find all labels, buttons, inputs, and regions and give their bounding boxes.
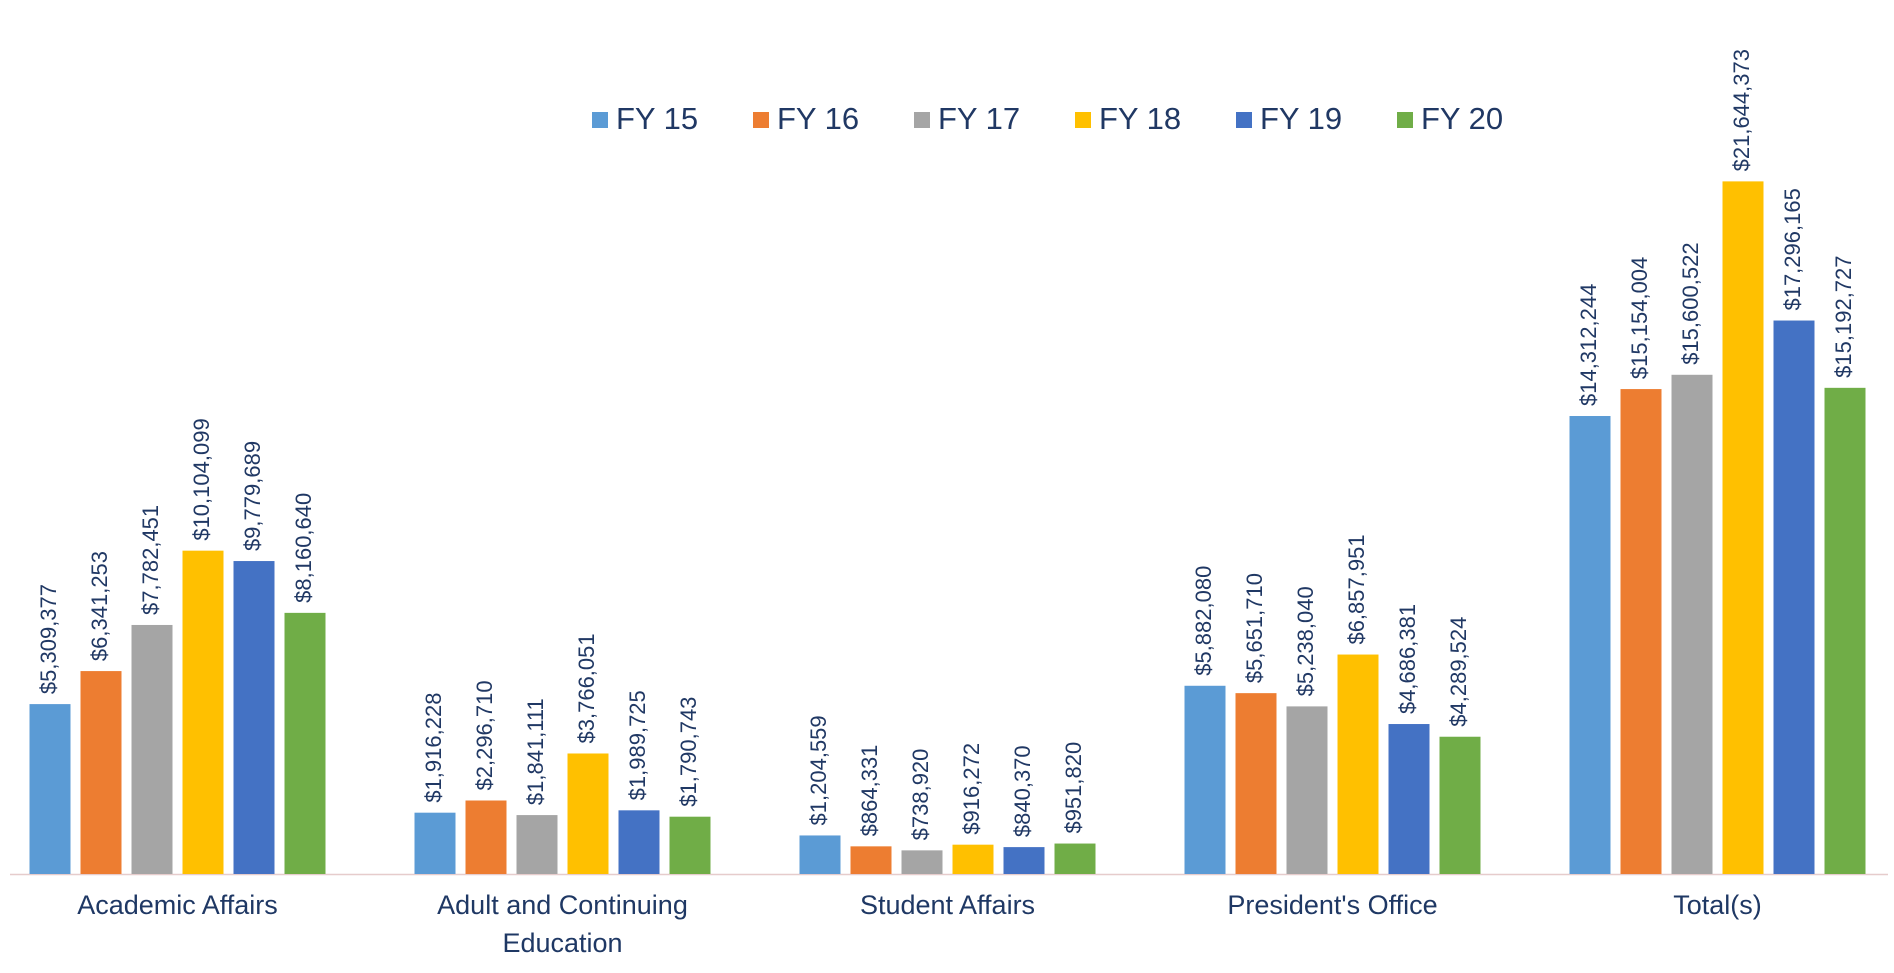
data-label: $1,841,111 xyxy=(523,698,548,805)
bar xyxy=(901,850,943,874)
bar xyxy=(1722,181,1764,874)
legend-label: FY 20 xyxy=(1421,101,1503,136)
data-label: $1,204,559 xyxy=(806,715,831,825)
bar xyxy=(618,810,660,874)
bar xyxy=(952,844,994,874)
legend-swatch xyxy=(753,112,769,128)
x-tick-label: Academic Affairs xyxy=(77,890,278,920)
bar xyxy=(414,812,456,874)
bar xyxy=(131,624,173,874)
x-tick-label: Total(s) xyxy=(1673,890,1762,920)
x-tick-label: Student Affairs xyxy=(859,890,1036,920)
legend-swatch xyxy=(1236,112,1252,128)
data-label: $738,920 xyxy=(908,749,933,841)
bar xyxy=(850,846,892,874)
bar xyxy=(233,561,275,874)
bar xyxy=(284,612,326,874)
data-label: $864,331 xyxy=(857,745,882,837)
legend-swatch xyxy=(592,112,608,128)
bar xyxy=(567,753,609,874)
data-label: $840,370 xyxy=(1010,745,1035,837)
data-label: $9,779,689 xyxy=(240,441,265,551)
data-label: $4,289,524 xyxy=(1446,617,1471,727)
bar xyxy=(1337,654,1379,874)
data-label: $8,160,640 xyxy=(291,493,316,603)
bar xyxy=(1388,724,1430,874)
data-label: $2,296,710 xyxy=(472,680,497,790)
data-label: $21,644,373 xyxy=(1729,49,1754,171)
bar xyxy=(669,816,711,874)
bar xyxy=(29,704,71,874)
data-label: $10,104,099 xyxy=(189,418,214,540)
legend-swatch xyxy=(1075,112,1091,128)
bar xyxy=(799,835,841,874)
data-label: $951,820 xyxy=(1061,742,1086,834)
legend-label: FY 16 xyxy=(777,101,859,136)
x-tick-label: Adult and Continuing Education xyxy=(437,890,688,958)
data-label: $3,766,051 xyxy=(574,633,599,743)
data-label: $1,989,725 xyxy=(625,690,650,800)
bar xyxy=(80,671,122,874)
data-label: $5,238,040 xyxy=(1293,586,1318,696)
legend-swatch xyxy=(914,112,930,128)
x-tick-label: President's Office xyxy=(1227,890,1438,920)
bar xyxy=(1184,685,1226,874)
data-label: $6,341,253 xyxy=(87,551,112,661)
data-label: $1,790,743 xyxy=(676,697,701,807)
bar xyxy=(1439,736,1481,874)
data-label: $6,857,951 xyxy=(1344,534,1369,644)
bar xyxy=(1286,706,1328,874)
data-label: $7,782,451 xyxy=(138,505,163,615)
data-label: $1,916,228 xyxy=(421,693,446,803)
bar xyxy=(1003,847,1045,874)
data-label: $15,154,004 xyxy=(1627,257,1652,379)
legend-label: FY 17 xyxy=(938,101,1020,136)
legend-label: FY 18 xyxy=(1099,101,1181,136)
data-label: $5,882,080 xyxy=(1191,566,1216,676)
data-label: $14,312,244 xyxy=(1576,284,1601,406)
bar xyxy=(1773,320,1815,874)
legend-label: FY 15 xyxy=(616,101,698,136)
bar xyxy=(1620,389,1662,874)
legend-swatch xyxy=(1397,112,1413,128)
legend-label: FY 19 xyxy=(1260,101,1342,136)
bar xyxy=(1569,416,1611,874)
data-label: $916,272 xyxy=(959,743,984,835)
bar xyxy=(1824,387,1866,874)
data-label: $17,296,165 xyxy=(1780,188,1805,310)
bar xyxy=(516,815,558,874)
bar xyxy=(1235,693,1277,874)
bar xyxy=(1671,374,1713,874)
data-label: $15,600,522 xyxy=(1678,242,1703,364)
bar xyxy=(1054,843,1096,874)
data-label: $4,686,381 xyxy=(1395,604,1420,714)
bar xyxy=(465,800,507,874)
data-label: $5,651,710 xyxy=(1242,573,1267,683)
data-label: $15,192,727 xyxy=(1831,255,1856,377)
data-label: $5,309,377 xyxy=(36,584,61,694)
bar xyxy=(182,550,224,874)
